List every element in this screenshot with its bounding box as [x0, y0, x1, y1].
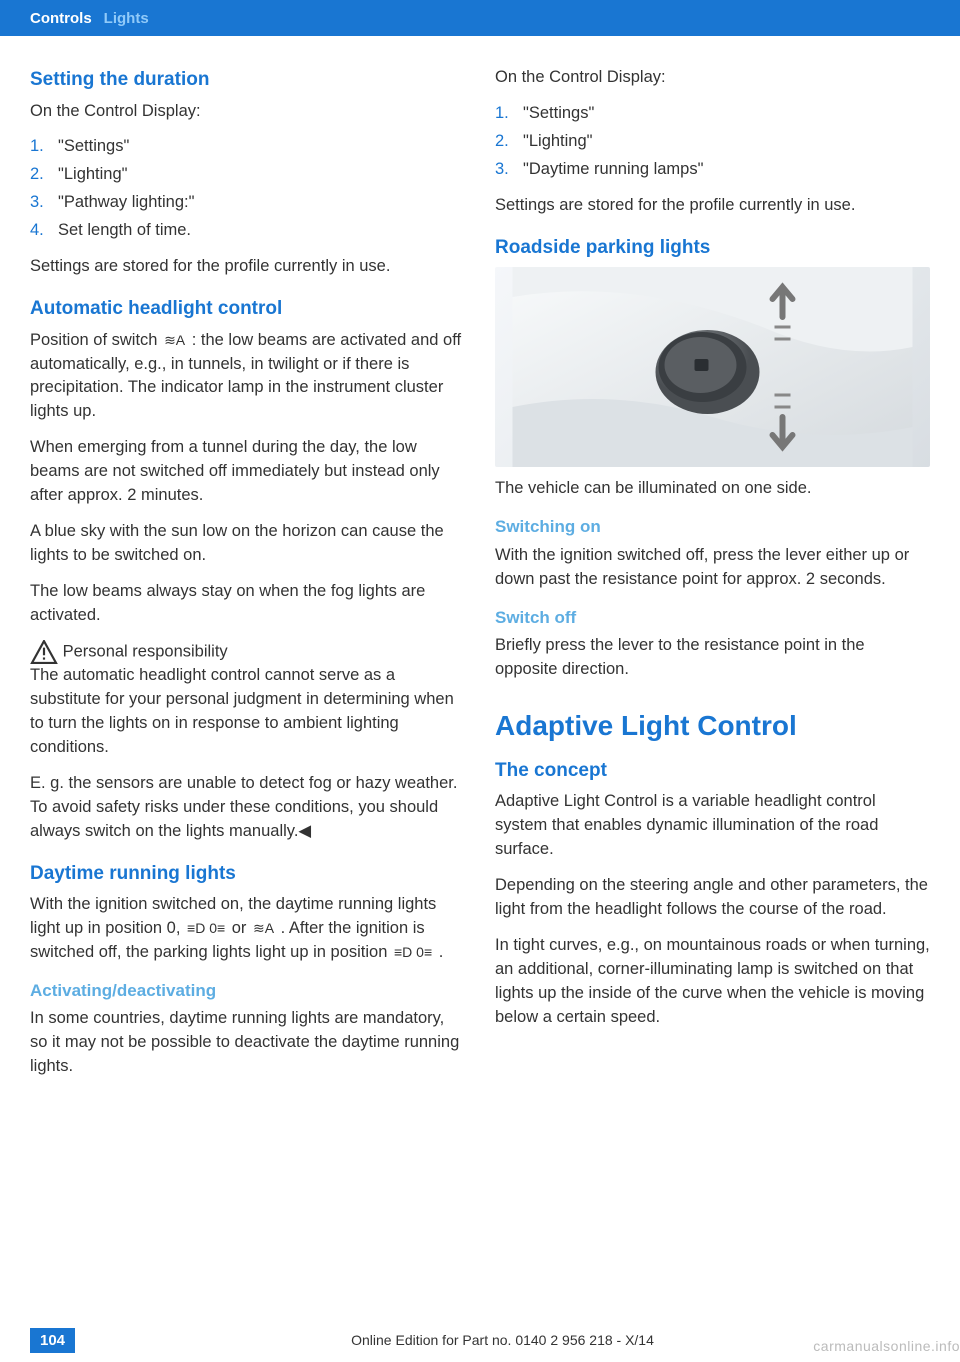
- text-concept-p2: Depending on the steering angle and othe…: [495, 874, 930, 922]
- step-text: "Settings": [523, 102, 594, 126]
- list-item: 3."Pathway lighting:": [30, 191, 465, 215]
- page-number: 104: [30, 1328, 75, 1353]
- step-num: 3.: [30, 191, 58, 215]
- list-item: 4.Set length of time.: [30, 219, 465, 243]
- heading-adaptive-light: Adaptive Light Control: [495, 706, 930, 747]
- text-auto-p4: The low beams always stay on when the fo…: [30, 580, 465, 628]
- warning-body: The automatic headlight control cannot s…: [30, 666, 454, 756]
- warning-block: Personal responsibility The automatic he…: [30, 640, 465, 760]
- parking-light-icon: ≡D 0≡: [185, 918, 227, 938]
- list-item: 2."Lighting": [30, 163, 465, 187]
- text-settings-stored: Settings are stored for the profile curr…: [30, 255, 465, 279]
- text-on-control-display-r: On the Control Display:: [495, 66, 930, 90]
- auto-light-icon: ≋A: [162, 330, 187, 350]
- steps-list-right: 1."Settings" 2."Lighting" 3."Daytime run…: [495, 102, 930, 182]
- text-daytime-p1: With the ignition switched on, the dayti…: [30, 893, 465, 965]
- step-text: "Daytime running lamps": [523, 158, 703, 182]
- step-text: "Pathway lighting:": [58, 191, 194, 215]
- step-num: 2.: [30, 163, 58, 187]
- step-num: 4.: [30, 219, 58, 243]
- step-text: "Lighting": [58, 163, 128, 187]
- text-switch-off: Briefly press the lever to the resistanc…: [495, 634, 930, 682]
- breadcrumb-controls: Controls: [30, 10, 92, 27]
- step-text: "Lighting": [523, 130, 593, 154]
- text-activating: In some countries, daytime running light…: [30, 1007, 465, 1079]
- heading-roadside: Roadside parking lights: [495, 234, 930, 262]
- warning-title: Personal responsibility: [63, 642, 228, 660]
- footer-text: Online Edition for Part no. 0140 2 956 2…: [75, 1332, 930, 1348]
- step-num: 2.: [495, 130, 523, 154]
- step-text: Set length of time.: [58, 219, 191, 243]
- steps-list-left: 1."Settings" 2."Lighting" 3."Pathway lig…: [30, 135, 465, 243]
- text-fragment: .: [434, 943, 443, 961]
- text-concept-p3: In tight curves, e.g., on mountainous ro…: [495, 934, 930, 1030]
- footer-bar: 104 Online Edition for Part no. 0140 2 9…: [0, 1318, 960, 1362]
- text-concept-p1: Adaptive Light Control is a variable hea…: [495, 790, 930, 862]
- text-auto-p1: Position of switch ≋A : the low beams ar…: [30, 329, 465, 425]
- heading-concept: The concept: [495, 757, 930, 785]
- header-bar: Controls Lights: [0, 0, 960, 36]
- heading-setting-duration: Setting the duration: [30, 66, 465, 94]
- list-item: 3."Daytime running lamps": [495, 158, 930, 182]
- warning-icon: [30, 640, 58, 664]
- parking-light-icon: ≡D 0≡: [392, 942, 434, 962]
- right-column: On the Control Display: 1."Settings" 2."…: [495, 66, 930, 1091]
- step-num: 3.: [495, 158, 523, 182]
- heading-auto-headlight: Automatic headlight control: [30, 295, 465, 323]
- list-item: 1."Settings": [495, 102, 930, 126]
- list-item: 1."Settings": [30, 135, 465, 159]
- list-item: 2."Lighting": [495, 130, 930, 154]
- step-num: 1.: [495, 102, 523, 126]
- watermark: carmanualsonline.info: [813, 1338, 960, 1354]
- figure-roadside-lever: [495, 267, 930, 467]
- text-fragment: Position of switch: [30, 331, 162, 349]
- auto-light-icon: ≋A: [251, 918, 276, 938]
- text-on-control-display: On the Control Display:: [30, 100, 465, 124]
- heading-daytime: Daytime running lights: [30, 860, 465, 888]
- left-column: Setting the duration On the Control Disp…: [30, 66, 465, 1091]
- text-auto-p3: A blue sky with the sun low on the horiz…: [30, 520, 465, 568]
- step-num: 1.: [30, 135, 58, 159]
- content-area: Setting the duration On the Control Disp…: [0, 36, 960, 1091]
- heading-switch-off: Switch off: [495, 606, 930, 631]
- breadcrumb-lights: Lights: [104, 10, 149, 27]
- text-switching-on: With the ignition switched off, press th…: [495, 544, 930, 592]
- heading-switching-on: Switching on: [495, 515, 930, 540]
- text-auto-p2: When emerging from a tunnel during the d…: [30, 436, 465, 508]
- step-text: "Settings": [58, 135, 129, 159]
- text-fragment: or: [227, 919, 251, 937]
- heading-activating: Activating/deactivating: [30, 979, 465, 1004]
- text-settings-stored-r: Settings are stored for the profile curr…: [495, 194, 930, 218]
- warning-p2: E. g. the sensors are unable to detect f…: [30, 772, 465, 844]
- figure-caption: The vehicle can be illuminated on one si…: [495, 477, 930, 501]
